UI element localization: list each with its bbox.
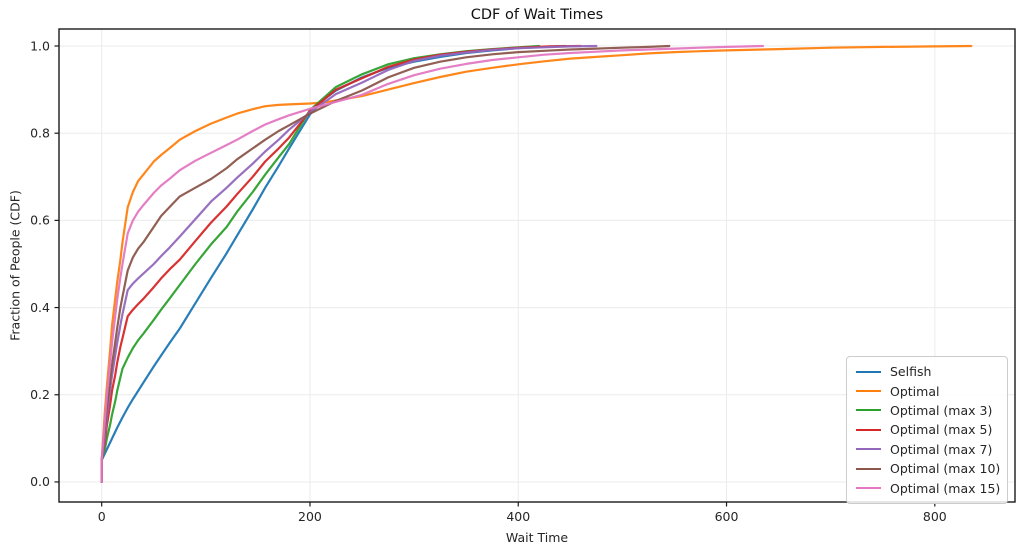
legend-item: Selfish (856, 362, 998, 381)
x-tick-label: 400 (506, 509, 530, 524)
axes-frame (58, 28, 1016, 503)
curve-selfish (100, 44, 567, 483)
legend-label: Optimal (max 10) (890, 461, 1001, 477)
chart-title: CDF of Wait Times (470, 7, 604, 23)
legend-item: Optimal (max 3) (856, 401, 998, 420)
legend-label: Optimal (890, 383, 940, 399)
legend-line-swatch (856, 409, 881, 412)
curve-optimal-max-10 (100, 44, 671, 483)
legend-line-swatch (856, 428, 881, 431)
x-tick-label: 200 (298, 509, 322, 524)
y-axis-label: Fraction of People (CDF) (7, 190, 23, 341)
legend-item: Optimal (max 7) (856, 440, 998, 459)
curve-optimal (100, 44, 973, 483)
y-tick-label: 0.0 (30, 474, 50, 489)
legend-label: Optimal (max 3) (890, 402, 993, 418)
legend-label: Optimal (max 5) (890, 422, 993, 438)
legend-label: Optimal (max 15) (890, 480, 1001, 496)
legend-item: Optimal (856, 381, 998, 400)
x-tick-label: 0 (98, 509, 106, 524)
curve-optimal-max-5 (100, 44, 582, 483)
legend-line-swatch (856, 467, 881, 470)
curve-optimal-max-15 (100, 44, 765, 483)
legend-line-swatch (856, 370, 881, 373)
legend-line-swatch (856, 487, 881, 490)
legend-line-swatch (856, 390, 881, 393)
legend-line-swatch (856, 448, 881, 451)
y-tick-label: 1.0 (30, 38, 50, 53)
y-tick-label: 0.8 (30, 125, 50, 140)
legend-item: Optimal (max 10) (856, 459, 1001, 478)
legend-label: Selfish (890, 364, 932, 380)
legend-item: Optimal (max 5) (856, 420, 998, 439)
legend: Selfish Optimal Optimal (max 3) Optimal (ma… (846, 356, 1008, 504)
legend-label: Optimal (max 7) (890, 441, 993, 457)
x-tick-label: 800 (923, 509, 947, 524)
legend-item: Optimal (max 15) (856, 478, 1001, 497)
y-tick-label: 0.4 (30, 300, 50, 315)
x-tick-label: 600 (715, 509, 739, 524)
x-axis-label: Wait Time (505, 530, 569, 545)
y-tick-label: 0.2 (30, 387, 50, 402)
curve-optimal-max-3 (100, 44, 541, 483)
y-tick-label: 0.6 (30, 213, 50, 228)
curve-optimal-max-7 (100, 44, 598, 483)
